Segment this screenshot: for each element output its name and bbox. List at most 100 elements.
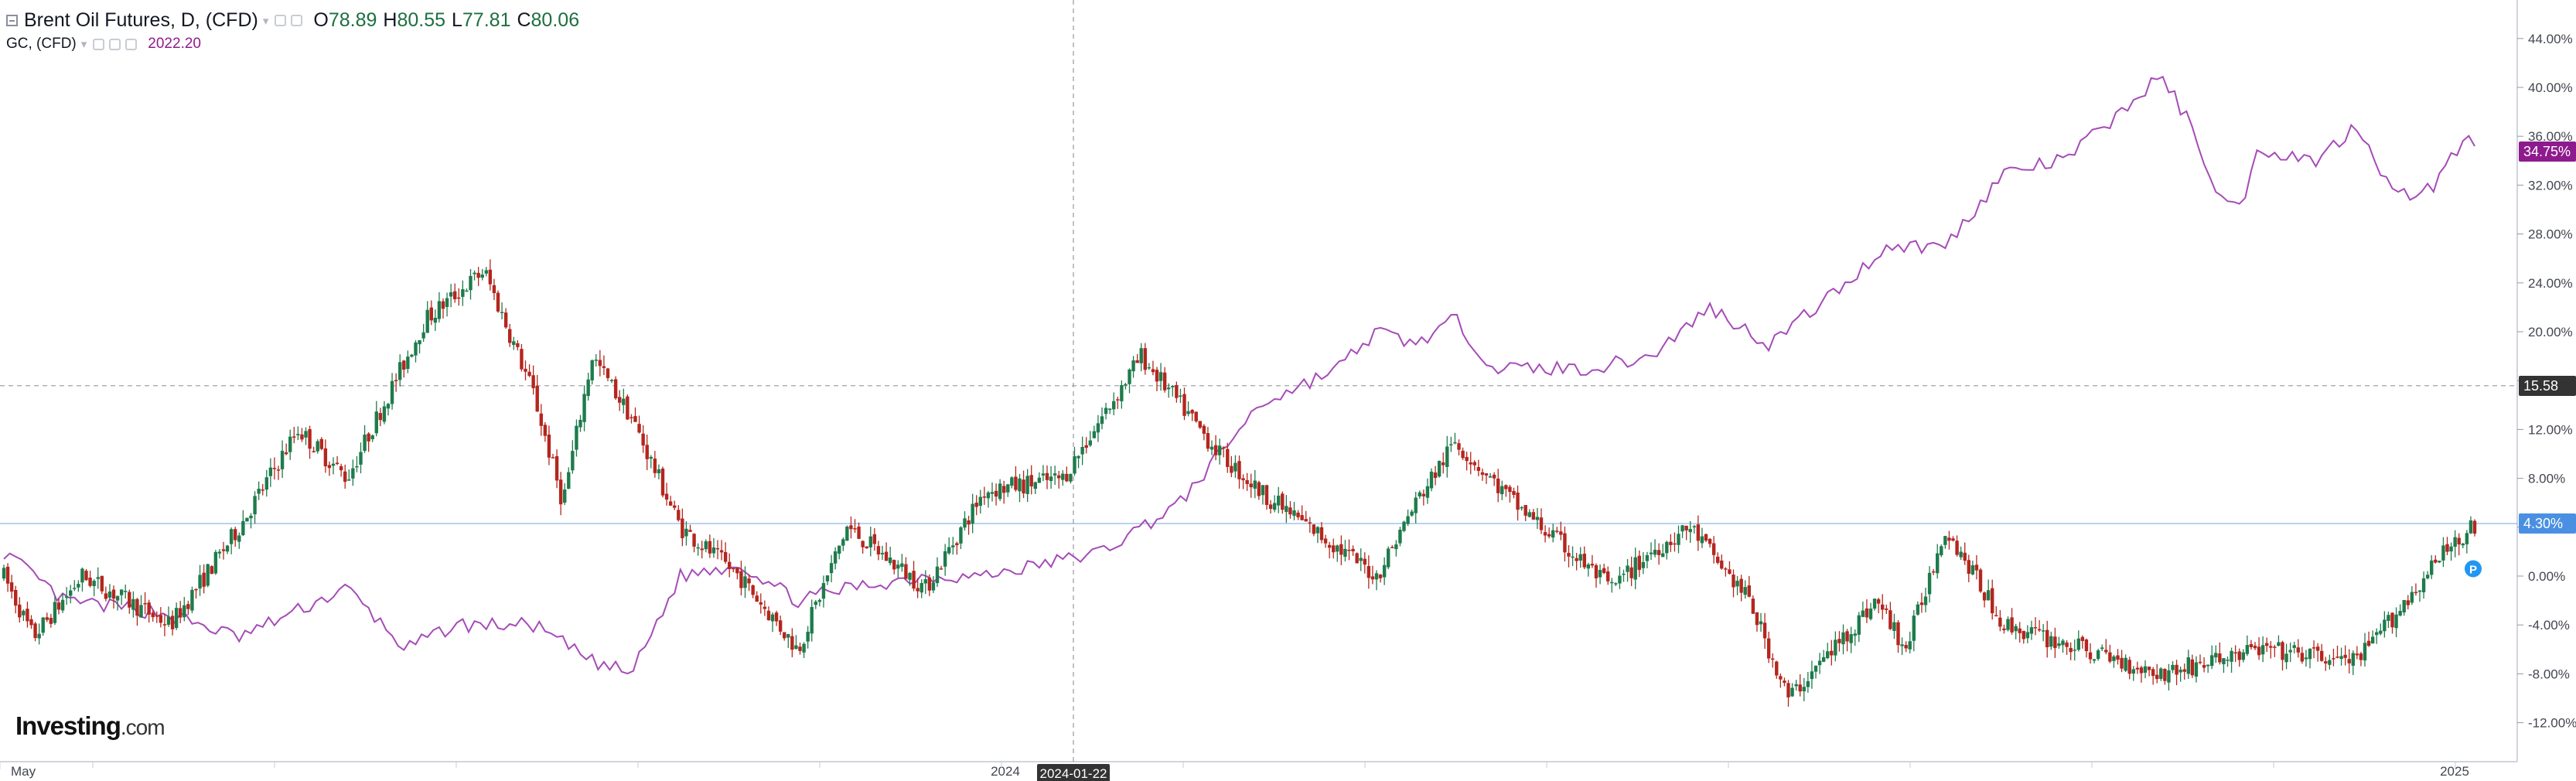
candle-body [896, 564, 900, 569]
hide-compare-icon[interactable] [93, 38, 105, 50]
candle-body [798, 646, 802, 651]
candle-body [206, 564, 210, 586]
candle-body [802, 643, 806, 653]
candle-body [1186, 411, 1190, 414]
candle-body [179, 608, 183, 618]
candle-body [174, 608, 179, 629]
candle-body [711, 547, 716, 554]
candle-body [2233, 652, 2237, 654]
candle-body [728, 561, 732, 569]
candle-body [1978, 569, 1983, 592]
candle-body [1653, 549, 1657, 555]
candle-body [512, 341, 516, 346]
collapse-legend-icon[interactable] [6, 15, 18, 26]
candle-body [1677, 534, 1680, 545]
settings-series-icon[interactable] [291, 15, 303, 26]
candle-body [292, 436, 296, 438]
candle-body [1327, 544, 1332, 548]
candle-body [1963, 552, 1967, 561]
candle-body [2159, 668, 2163, 679]
remove-compare-icon[interactable] [125, 38, 138, 50]
candle-body [1590, 564, 1595, 566]
candle-body [735, 568, 739, 574]
compare-series-title[interactable]: GC, (CFD) [6, 36, 77, 52]
y-tick-label: 24.00% [2528, 276, 2573, 291]
candle-body [2292, 645, 2296, 648]
candle-body [143, 602, 147, 605]
candle-body [496, 292, 500, 312]
candle-body [1645, 554, 1650, 561]
candle-body [2390, 612, 2394, 628]
candle-body [1982, 592, 1987, 601]
candle-body [135, 599, 139, 616]
candle-body [1759, 621, 1763, 625]
candle-body [2296, 647, 2300, 653]
candle-body [2465, 533, 2469, 544]
candle-body [1688, 529, 1692, 533]
candle-body [1370, 576, 1375, 580]
candle-body [2414, 592, 2418, 594]
settings-compare-icon[interactable] [109, 38, 121, 50]
candle-body [1476, 466, 1481, 471]
candle-body [681, 518, 684, 539]
candle-body [2253, 646, 2257, 649]
candle-body [1543, 532, 1547, 536]
candle-body [931, 582, 936, 591]
series-menu-chevron-icon[interactable]: ▾ [262, 14, 269, 28]
candle-body [80, 568, 84, 583]
candle-body [2120, 657, 2124, 669]
candle-body [367, 433, 370, 442]
candle-body [1359, 558, 1363, 561]
candle-body [778, 620, 783, 632]
candle-body [190, 589, 194, 611]
candle-body [516, 343, 520, 347]
candle-body [484, 270, 488, 274]
open-value: 78.89 [328, 9, 377, 31]
candle-body [1656, 550, 1661, 555]
candle-body [2461, 543, 2465, 546]
candle-body [1088, 440, 1092, 445]
candle-body [2363, 643, 2367, 661]
candle-body [2425, 575, 2430, 578]
candle-body [2312, 647, 2316, 649]
candle-body [524, 368, 527, 372]
candle-body [2194, 662, 2199, 677]
candle-body [437, 301, 442, 319]
main-last-value-badge: 4.30% [2519, 513, 2576, 534]
candle-body [1516, 493, 1520, 510]
candle-body [264, 477, 268, 490]
candle-body [841, 539, 845, 546]
candle-body [1014, 476, 1018, 490]
candle-body [1124, 384, 1128, 386]
candle-body [1418, 492, 1421, 496]
candle-body [1665, 541, 1669, 554]
candle-body [503, 312, 508, 328]
candle-body [1673, 543, 1677, 545]
candle-body [2406, 600, 2410, 605]
candle-body [1837, 639, 1841, 643]
candle-body [1049, 476, 1053, 481]
candle-body [1940, 546, 1943, 556]
candle-body [743, 576, 747, 588]
candle-body [1732, 575, 1735, 588]
candle-body [2175, 664, 2179, 675]
crosshair-date-badge [1037, 764, 1110, 781]
candle-body [2394, 614, 2398, 629]
candle-body [2469, 520, 2473, 534]
candle-body [971, 503, 974, 524]
candle-body [1991, 588, 1994, 614]
candle-body [359, 452, 363, 465]
candle-body [2281, 642, 2284, 660]
x-tick-label: 2025 [2440, 764, 2469, 779]
candle-body [1798, 684, 1802, 692]
hide-series-icon[interactable] [275, 15, 287, 26]
candle-body [2088, 652, 2093, 660]
candle-body [825, 575, 830, 581]
main-series-title[interactable]: Brent Oil Futures, D, (CFD) [24, 9, 258, 31]
candle-body [1104, 408, 1108, 414]
compare-menu-chevron-icon[interactable]: ▾ [80, 38, 87, 51]
candle-body [1128, 369, 1131, 384]
candle-body [884, 551, 889, 561]
